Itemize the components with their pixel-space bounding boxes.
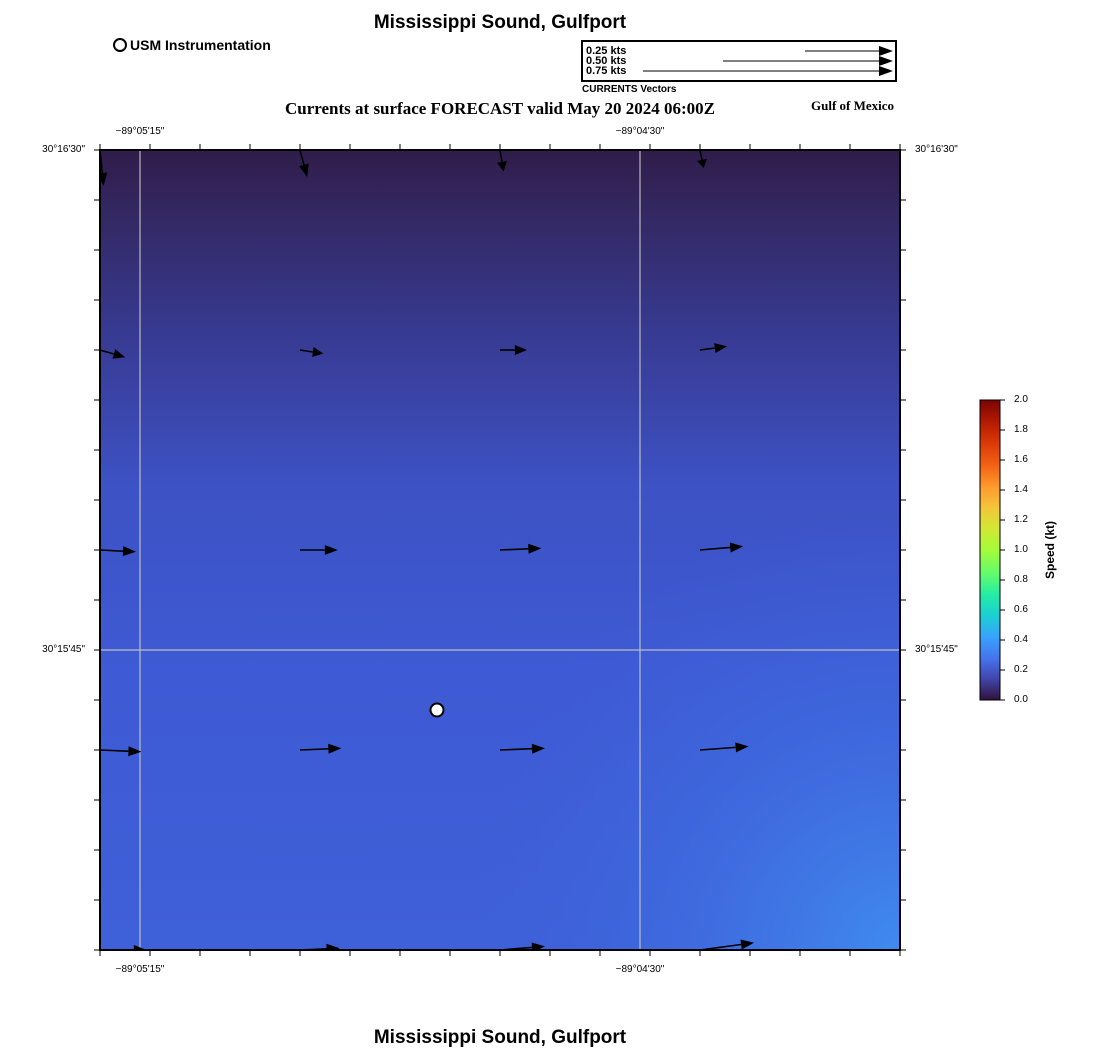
colorbar-tick-label: 1.0	[1014, 544, 1028, 555]
lat-tick-left-2: 30°15'45"	[42, 644, 85, 655]
vector-legend: 0.25 kts 0.50 kts 0.75 kts	[581, 40, 897, 82]
colorbar-tick-label: 0.2	[1014, 664, 1028, 675]
current-vector-arrow	[697, 150, 707, 168]
current-vector-arrow	[500, 345, 527, 355]
colorbar-tick-label: 0.6	[1014, 604, 1028, 615]
colorbar-tick-label: 1.4	[1014, 484, 1028, 495]
vector-legend-label-1: 0.25 kts	[586, 45, 627, 57]
graticule	[100, 150, 900, 950]
legend-arrow-025	[805, 46, 893, 56]
colorbar-tick-label: 0.4	[1014, 634, 1028, 645]
colorbar-tick-label: 1.6	[1014, 454, 1028, 465]
lon-tick-top-1: −89°05'15"	[115, 126, 165, 137]
marker-legend-label: USM Instrumentation	[130, 37, 271, 53]
legend-arrow-075	[643, 66, 893, 76]
colorbar-tick-label: 0.0	[1014, 694, 1028, 705]
current-vector-arrow	[300, 545, 338, 555]
vector-legend-arrows	[643, 46, 893, 76]
instrument-marker-icon	[113, 38, 127, 52]
current-vector-arrow	[299, 150, 309, 177]
lat-tick-left-1: 30°16'30"	[42, 144, 85, 155]
vector-legend-label-3: 0.75 kts	[586, 65, 627, 77]
footer-title: Mississippi Sound, Gulfport	[373, 1027, 627, 1048]
lat-tick-right-2: 30°15'45"	[915, 644, 958, 655]
vector-legend-label-2: 0.50 kts	[586, 55, 627, 67]
current-vector-arrow	[699, 742, 749, 753]
lon-tick-top-2: −89°04'30"	[615, 126, 665, 137]
current-vector-arrow	[100, 546, 136, 557]
lon-tick-bottom-2: −89°04'30"	[615, 964, 665, 975]
current-vector-arrow	[100, 746, 142, 757]
vector-legend-title: CURRENTS Vectors	[582, 84, 677, 95]
current-vector-arrow	[497, 150, 507, 172]
colorbar-tick-label: 1.8	[1014, 424, 1028, 435]
lat-tick-right-1: 30°16'30"	[915, 144, 958, 155]
legend-arrow-050	[723, 56, 893, 66]
colorbar-tick-label: 2.0	[1014, 394, 1028, 405]
usm-instrument-marker	[429, 702, 445, 718]
lon-tick-bottom-1: −89°05'15"	[115, 964, 165, 975]
map-title: Mississippi Sound, Gulfport	[373, 12, 627, 33]
current-vector-arrow	[299, 743, 342, 754]
current-vector-arrow	[699, 542, 744, 553]
current-vector-arrow	[699, 343, 727, 353]
current-vector-arrow	[499, 743, 545, 754]
frame-ticks	[94, 144, 906, 956]
colorbar-tick-label: 0.8	[1014, 574, 1028, 585]
region-label: Gulf of Mexico	[811, 98, 895, 113]
speed-colorbar	[979, 399, 1005, 701]
current-vector-arrow	[299, 347, 324, 357]
marker-legend: USM Instrumentation	[113, 37, 271, 53]
current-vector-arrow	[100, 945, 147, 950]
colorbar-tick-label: 1.2	[1014, 514, 1028, 525]
current-vectors	[100, 150, 754, 950]
colorbar-label: Speed (kt)	[1043, 521, 1057, 580]
current-vector-arrow	[499, 543, 542, 554]
current-vector-arrow	[100, 349, 126, 359]
map-subtitle: Currents at surface FORECAST valid May 2…	[284, 99, 716, 118]
